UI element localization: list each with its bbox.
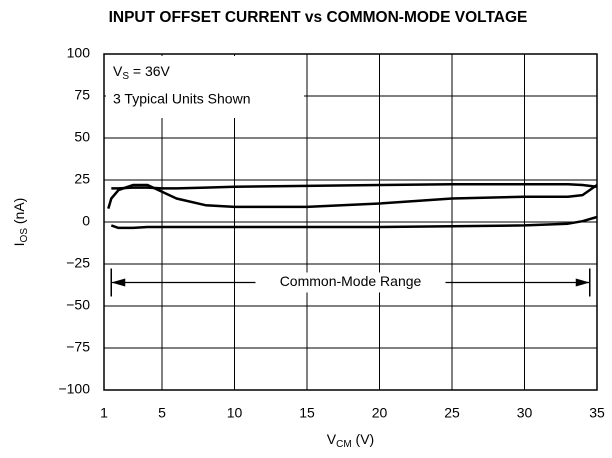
supply-annotation: VS = 36V — [113, 63, 171, 82]
supply-annotation-main: V — [113, 63, 123, 79]
x-tick-label: 5 — [158, 405, 166, 421]
x-axis-label-main: V — [327, 431, 337, 447]
data-line — [107, 183, 598, 209]
y-tick-label: 0 — [82, 213, 90, 229]
y-tick-label: 75 — [74, 87, 90, 103]
y-axis-label-main: I — [11, 242, 27, 246]
y-axis-label-rest: (nA) — [11, 198, 27, 228]
y-tick-label: 100 — [67, 45, 91, 61]
x-tick-label: 25 — [444, 405, 460, 421]
y-tick-label: 50 — [74, 129, 90, 145]
arrow-head — [111, 278, 126, 287]
arrow-head — [575, 278, 590, 287]
x-tick-label: 10 — [227, 405, 243, 421]
x-axis-label: VCM (V) — [327, 431, 374, 450]
chart-title: INPUT OFFSET CURRENT vs COMMON-MODE VOLT… — [109, 9, 528, 26]
annotation-background — [106, 56, 304, 118]
x-axis-label-sub: CM — [336, 439, 352, 450]
y-axis-label-sub: OS — [19, 228, 30, 243]
x-axis-label-rest: (V) — [352, 431, 375, 447]
range-label-background — [255, 272, 446, 293]
y-tick-label: 25 — [74, 171, 90, 187]
supply-annotation-sub: S — [122, 71, 129, 82]
plot-frame — [103, 53, 598, 391]
y-axis-label: IOS (nA) — [11, 198, 30, 247]
x-tick-label: 1 — [100, 405, 108, 421]
x-tick-label: 20 — [372, 405, 388, 421]
supply-annotation-rest: = 36V — [129, 63, 171, 79]
data-line — [111, 182, 598, 190]
x-tick-label: 15 — [299, 405, 315, 421]
units-annotation: 3 Typical Units Shown — [113, 91, 250, 107]
y-tick-label: −75 — [66, 339, 90, 355]
x-tick-label: 35 — [589, 405, 605, 421]
y-tick-label: −50 — [66, 297, 90, 313]
y-tick-label: −25 — [66, 255, 90, 271]
range-label: Common-Mode Range — [280, 273, 422, 289]
data-line — [110, 215, 598, 230]
x-tick-label: 30 — [517, 405, 533, 421]
y-tick-label: −100 — [58, 381, 90, 397]
